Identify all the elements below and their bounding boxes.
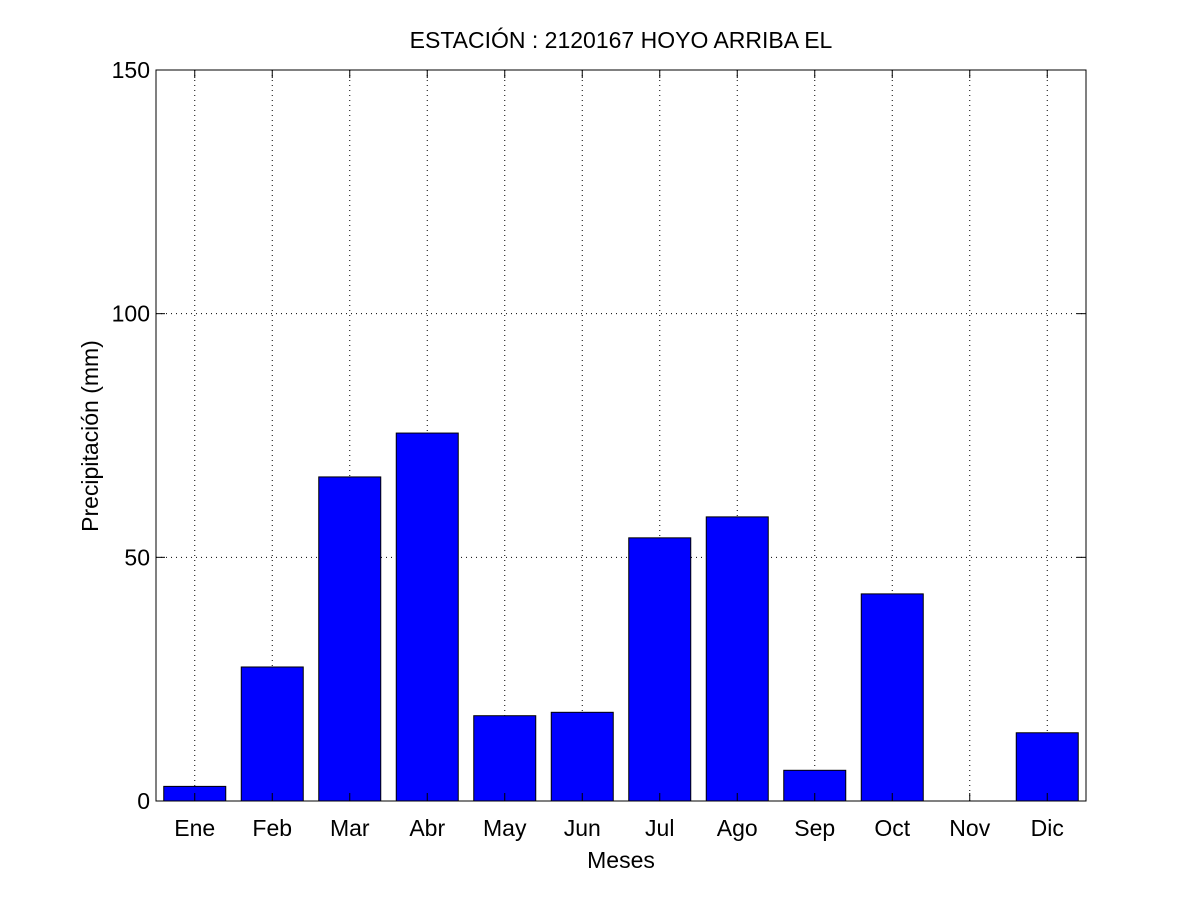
y-tick-label: 0 (137, 788, 150, 814)
bar-abr (395, 432, 459, 802)
y-tick-label: 50 (124, 544, 150, 570)
axis-ticks: Ene Feb Mar Abr May Jun Jul Ago Sep Oct Nov Dic 0 50 1… (112, 57, 1086, 841)
x-tick-label: Dic (1031, 815, 1064, 841)
x-tick-label: Jun (564, 815, 601, 841)
bar-ago (705, 516, 769, 802)
bar-may (473, 715, 537, 802)
chart-title: ESTACIÓN : 2120167 HOYO ARRIBA EL (410, 27, 833, 53)
x-tick-label: Mar (330, 815, 370, 841)
bar-jul (628, 537, 692, 802)
y-tick-label: 150 (112, 57, 150, 83)
bar-mar (318, 476, 382, 802)
x-tick-label: Abr (409, 815, 445, 841)
bar-oct (860, 593, 924, 802)
x-tick-label: Nov (949, 815, 990, 841)
bars (163, 432, 1079, 802)
y-axis-label: Precipitación (mm) (77, 340, 103, 532)
x-axis-label: Meses (587, 847, 655, 873)
bar-feb (240, 666, 304, 802)
y-tick-label: 100 (112, 301, 150, 327)
x-tick-label: Oct (874, 815, 910, 841)
bar-jun (550, 711, 614, 802)
x-tick-label: Feb (252, 815, 292, 841)
x-tick-label: May (483, 815, 527, 841)
x-tick-label: Jul (645, 815, 674, 841)
x-tick-label: Sep (794, 815, 835, 841)
x-tick-label: Ago (717, 815, 758, 841)
bar-dic (1015, 732, 1079, 802)
x-tick-label: Ene (174, 815, 215, 841)
plot-area-frame (155, 69, 1087, 802)
